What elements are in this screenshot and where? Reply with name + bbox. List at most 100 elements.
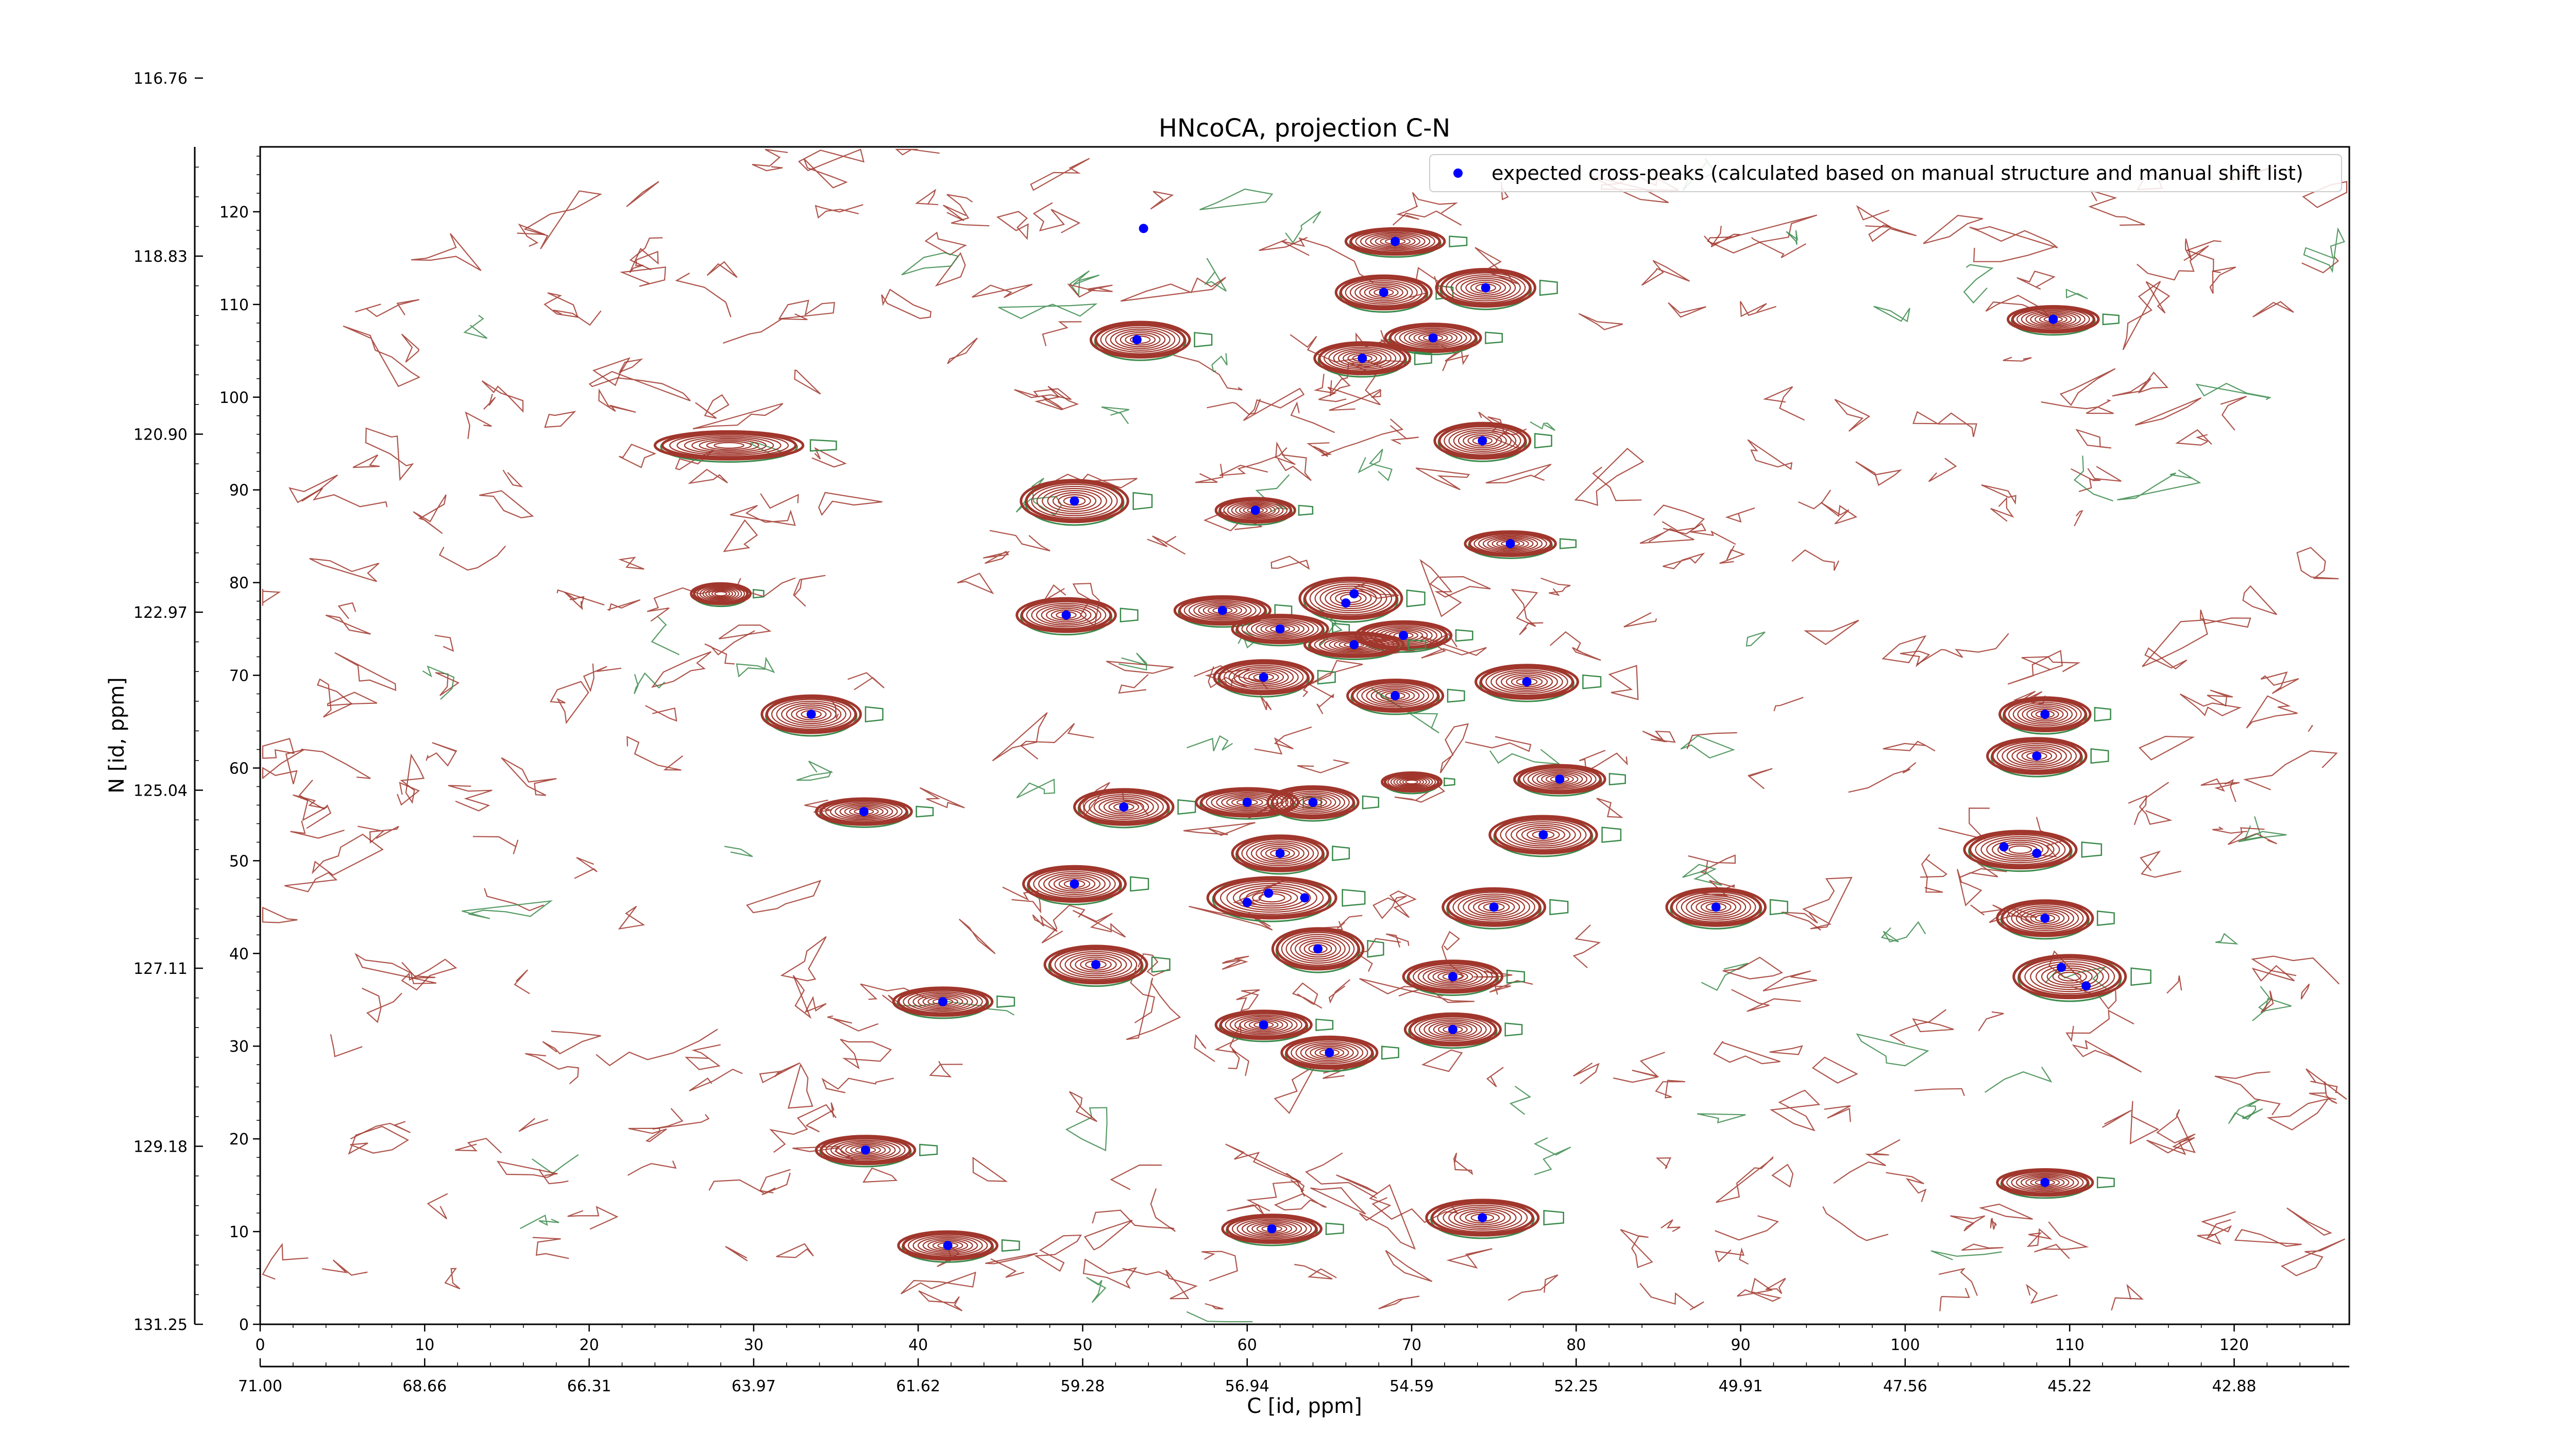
noise-contour: [1032, 914, 1058, 932]
noise-contour: [501, 757, 557, 796]
positive-contour-ring: [1246, 618, 1314, 639]
positive-contour-ring: [825, 800, 903, 823]
positive-contour-ring: [1213, 878, 1331, 918]
noise-contour: [1950, 1215, 1986, 1232]
expected-cross-peak: [1711, 902, 1721, 912]
noise-contour: [2207, 689, 2233, 707]
expected-cross-peak: [1267, 1224, 1277, 1234]
negative-contour-side: [2081, 841, 2103, 858]
noise-contour: [1912, 1018, 1954, 1033]
positive-contour-ring: [1364, 285, 1403, 300]
noise-contour: [362, 987, 402, 1023]
positive-contour-ring: [1485, 668, 1568, 696]
positive-contour-ring: [1328, 346, 1397, 370]
positive-contour-ring: [1425, 1199, 1540, 1237]
positive-contour-ring: [1178, 596, 1267, 625]
noise-contour: [1327, 362, 1381, 406]
positive-contour-ring: [2003, 698, 2087, 731]
peak-contour: [1266, 785, 1380, 822]
noise-contour: [2065, 1009, 2134, 1042]
positive-contour-ring: [1110, 328, 1171, 351]
noise-contour: [2260, 990, 2274, 1013]
noise-contour: [262, 738, 295, 759]
negative-contour-side: [919, 1143, 938, 1156]
positive-contour-ring: [1463, 895, 1526, 919]
noise-contour: [1385, 933, 1410, 948]
noise-contour: [327, 692, 378, 706]
positive-contour-ring: [1223, 500, 1288, 521]
positive-contour-ring: [1417, 965, 1488, 988]
positive-contour-ring: [1256, 844, 1305, 863]
negative-contour-side: [1444, 777, 1455, 787]
noise-contour: [2238, 831, 2287, 843]
positive-contour-ring: [1115, 330, 1166, 349]
positive-contour-ring: [1183, 598, 1262, 622]
positive-contour-ring: [1070, 954, 1122, 974]
positive-contour-ring: [1027, 867, 1122, 901]
positive-contour-ring: [1281, 932, 1355, 966]
noise-contour: [1824, 1105, 1851, 1122]
noise-contour: [803, 158, 848, 189]
positive-contour-ring: [1089, 794, 1159, 820]
x-ppm-tick-label: 56.94: [1225, 1377, 1269, 1395]
negative-contour-side: [1504, 1022, 1523, 1037]
noise-contour: [1880, 921, 1926, 943]
noise-contour: [1173, 355, 1243, 391]
positive-contour-ring: [1120, 332, 1161, 348]
positive-contour-ring: [1437, 971, 1468, 982]
noise-contour: [959, 918, 996, 954]
positive-contour-ring: [1050, 609, 1082, 621]
positive-contour-ring: [1231, 502, 1280, 518]
positive-contour-ring: [1105, 327, 1176, 353]
noise-contour: [618, 358, 643, 374]
noise-contour: [348, 1125, 410, 1155]
positive-contour-ring: [1271, 927, 1365, 971]
positive-contour-ring: [1351, 680, 1439, 712]
positive-contour-ring: [2052, 969, 2087, 984]
positive-contour-ring: [2020, 908, 2070, 928]
y-ppm-tick-label: 129.18: [133, 1138, 188, 1156]
noise-contour: [827, 1015, 878, 1032]
negative-contour-side: [1406, 589, 1426, 608]
noise-contour: [1101, 406, 1129, 425]
noise-contour: [746, 880, 822, 914]
noise-contour: [2128, 795, 2147, 825]
positive-contour-ring: [1043, 945, 1148, 985]
noise-contour: [598, 388, 636, 413]
positive-contour-ring: [1173, 595, 1272, 626]
positive-contour-ring: [1213, 659, 1314, 696]
positive-contour-ring: [1992, 839, 2049, 860]
noise-contour: [2142, 619, 2208, 667]
noise-contour: [1194, 1034, 1215, 1062]
positive-contour-ring: [815, 797, 913, 826]
expected-cross-peak: [1379, 288, 1388, 297]
noise-contour: [1201, 1251, 1238, 1282]
positive-contour-ring: [1365, 233, 1426, 250]
noise-contour: [1623, 612, 1657, 628]
positive-contour-ring: [1433, 422, 1532, 460]
positive-contour-ring: [1314, 1047, 1345, 1058]
expected-cross-peak: [1070, 879, 1079, 889]
noise-contour: [723, 519, 758, 552]
positive-contour-ring: [1256, 621, 1305, 637]
noise-contour: [1032, 202, 1081, 233]
positive-contour-ring: [1265, 847, 1295, 860]
noise-contour: [1957, 869, 1982, 906]
positive-contour-ring: [1031, 483, 1118, 518]
expected-cross-peak: [1313, 944, 1323, 954]
noise-contour: [1310, 1187, 1366, 1215]
noise-contour: [792, 1145, 858, 1163]
y-index-tick-label: 20: [229, 1131, 249, 1149]
noise-contour: [1441, 345, 1469, 372]
noise-contour: [1798, 490, 1832, 510]
noise-contour: [1222, 955, 1249, 970]
positive-contour-ring: [1330, 589, 1372, 608]
positive-contour-ring: [1239, 504, 1272, 516]
noise-contour: [1372, 896, 1407, 919]
y-index-tick-label: 70: [229, 667, 249, 685]
positive-contour-ring: [1963, 830, 2078, 870]
positive-contour-ring: [840, 1142, 891, 1158]
positive-contour-ring: [2020, 1175, 2070, 1190]
noise-contour: [2224, 779, 2236, 802]
positive-contour-ring: [1290, 794, 1336, 811]
